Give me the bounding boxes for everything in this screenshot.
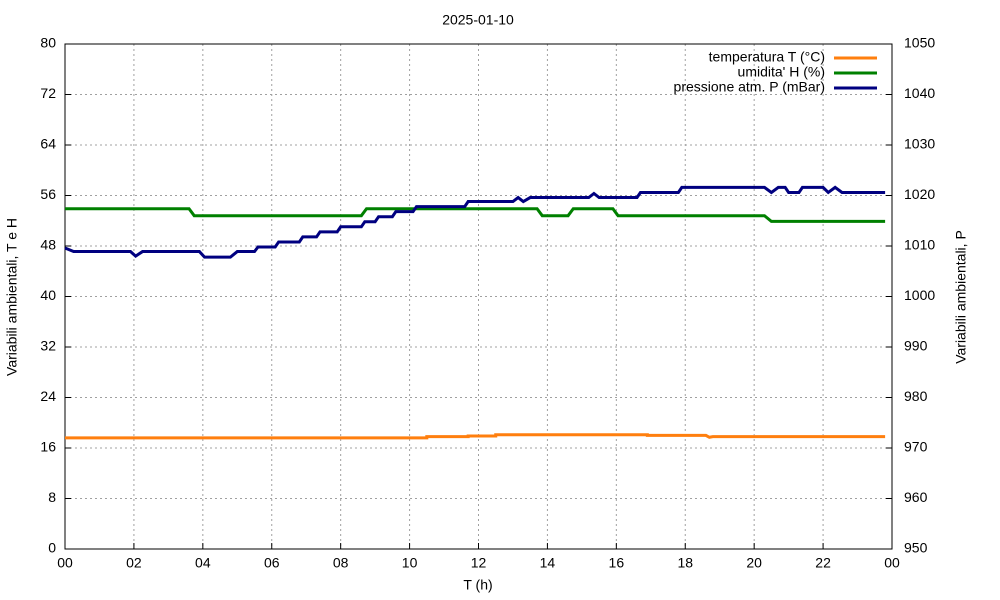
y2-tick-label: 950: [904, 540, 928, 556]
y2-tick-label: 980: [904, 388, 928, 404]
x-tick-label: 22: [815, 555, 831, 571]
y2-tick-label: 970: [904, 439, 928, 455]
y-tick-label: 16: [40, 439, 56, 455]
x-tick-label: 00: [57, 555, 73, 571]
y-tick-label: 32: [40, 338, 56, 354]
y-axis-label: Variabili ambientali, T e H: [4, 218, 20, 376]
y-tick-label: 48: [40, 237, 56, 253]
x-tick-label: 02: [126, 555, 142, 571]
x-tick-label: 12: [471, 555, 487, 571]
x-tick-label: 16: [609, 555, 625, 571]
x-tick-label: 06: [264, 555, 280, 571]
y2-tick-label: 1010: [904, 237, 935, 253]
y2-tick-label: 990: [904, 338, 928, 354]
x-tick-label: 20: [746, 555, 762, 571]
y2-tick-label: 1050: [904, 35, 935, 51]
x-tick-label: 00: [884, 555, 900, 571]
y2-tick-label: 1000: [904, 287, 935, 303]
y-tick-label: 40: [40, 287, 56, 303]
series-line: [64, 185, 886, 259]
x-tick-label: 10: [402, 555, 418, 571]
plot-border: [64, 43, 893, 550]
legend-label: temperatura T (°C): [709, 49, 825, 65]
y-tick-label: 72: [40, 85, 56, 101]
x-tick-label: 08: [333, 555, 349, 571]
y-tick-label: 56: [40, 186, 56, 202]
series-line: [65, 207, 886, 223]
y-tick-label: 0: [48, 540, 56, 556]
legend-label: umidita' H (%): [738, 64, 825, 80]
x-tick-label: 18: [677, 555, 693, 571]
y2-tick-label: 1040: [904, 85, 935, 101]
x-tick-label: 04: [195, 555, 211, 571]
y2-tick-label: 1020: [904, 186, 935, 202]
y2-axis-label: Variabili ambientali, P: [953, 230, 969, 364]
y2-tick-label: 960: [904, 489, 928, 505]
x-axis-label: T (h): [463, 577, 492, 593]
x-tick-label: 14: [540, 555, 556, 571]
y-tick-label: 24: [40, 388, 56, 404]
y-tick-label: 64: [40, 136, 56, 152]
y-tick-label: 80: [40, 35, 56, 51]
chart-title: 2025-01-10: [442, 12, 514, 28]
y2-tick-label: 1030: [904, 136, 935, 152]
legend-label: pressione atm. P (mBar): [674, 79, 825, 95]
series-line: [65, 433, 886, 440]
y-tick-label: 8: [48, 489, 56, 505]
